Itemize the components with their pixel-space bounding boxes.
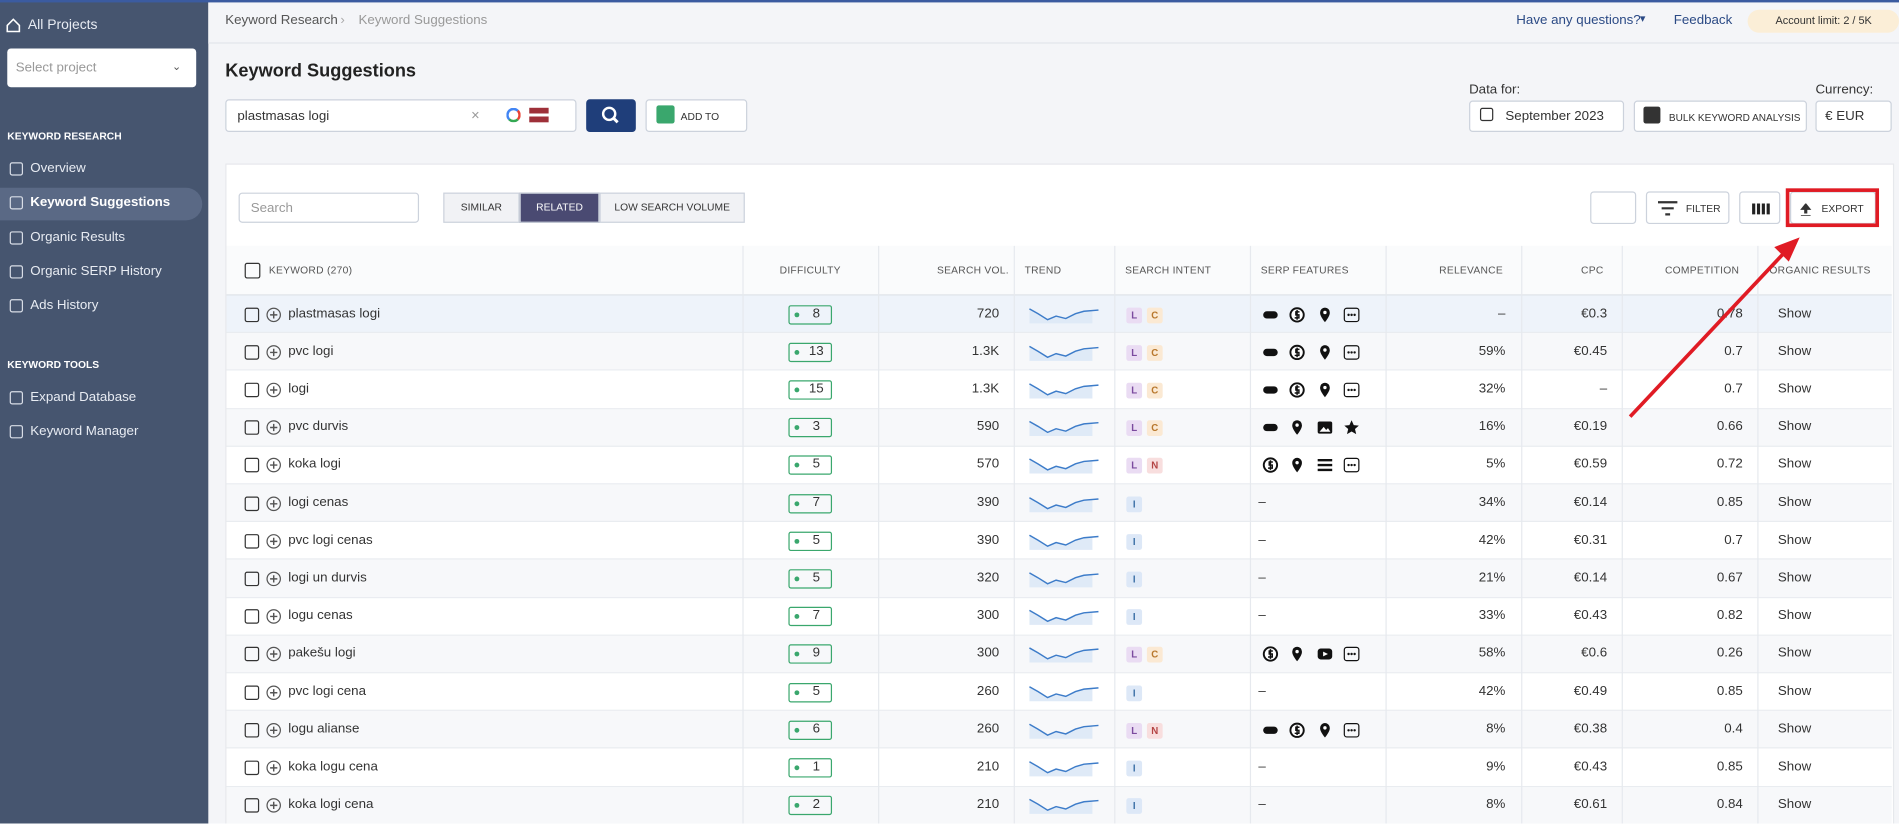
app: All Projects Select project ⌄ Keyword Re… <box>0 0 1899 824</box>
annotation <box>0 0 1899 824</box>
page: All Projects Select project ⌄ Keyword Re… <box>0 0 1899 824</box>
